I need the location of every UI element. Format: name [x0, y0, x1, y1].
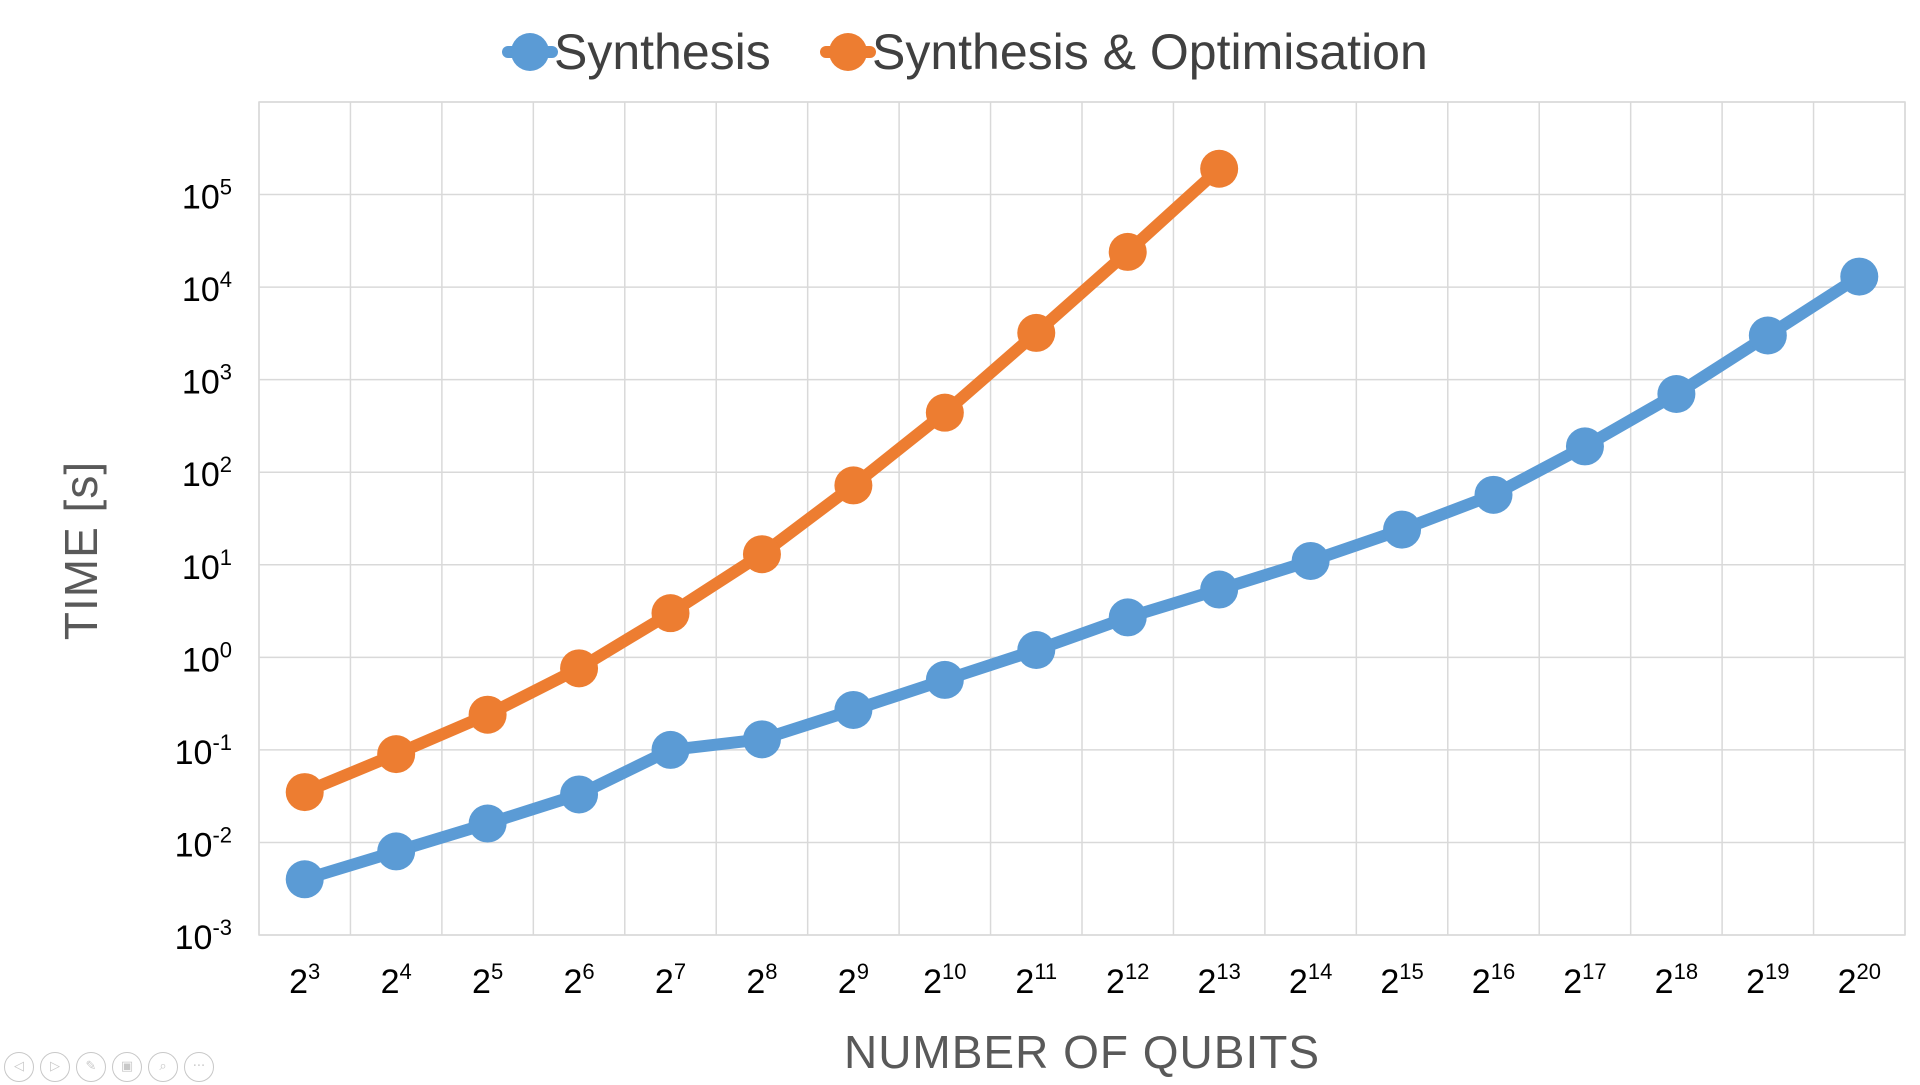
plot-area — [258, 101, 1906, 936]
data-point — [834, 466, 873, 505]
legend-label: Synthesis & Optimisation — [872, 24, 1428, 80]
data-point — [1017, 313, 1056, 352]
data-point — [1383, 510, 1422, 549]
pen-icon[interactable]: ✎ — [76, 1052, 106, 1082]
x-tick-label: 212 — [1106, 959, 1149, 1001]
x-tick-label: 219 — [1746, 959, 1789, 1001]
y-tick-label: 10-2 — [175, 822, 232, 864]
y-tick-label: 101 — [182, 545, 232, 587]
data-point — [1200, 570, 1239, 609]
y-tick-label: 104 — [182, 267, 232, 309]
data-point — [1657, 375, 1696, 414]
x-tick-label: 210 — [923, 959, 966, 1001]
data-point — [742, 720, 781, 759]
x-tick-label: 217 — [1563, 959, 1606, 1001]
series-1 — [285, 149, 1239, 812]
x-tick-label: 27 — [655, 959, 686, 1001]
x-tick-label: 26 — [563, 959, 594, 1001]
data-point — [560, 649, 599, 688]
data-point — [1108, 232, 1147, 271]
data-point — [834, 690, 873, 729]
data-point — [468, 804, 507, 843]
x-tick-label: 211 — [1015, 959, 1057, 1001]
x-tick-label: 24 — [381, 959, 412, 1001]
more-icon[interactable]: ··· — [184, 1052, 214, 1082]
data-point — [925, 660, 964, 699]
legend-label: Synthesis — [554, 24, 771, 80]
y-tick-label: 100 — [182, 637, 232, 679]
next-icon[interactable]: ▷ — [40, 1052, 70, 1082]
x-axis-title: NUMBER OF QUBITS — [844, 1026, 1320, 1078]
x-tick-label: 25 — [472, 959, 503, 1001]
data-point — [1017, 631, 1056, 670]
legend: Synthesis Synthesis & Optimisation — [502, 24, 1428, 80]
data-point — [1108, 598, 1147, 637]
data-point — [285, 773, 324, 812]
x-tick-label: 220 — [1838, 959, 1881, 1001]
y-tick-label: 102 — [182, 452, 232, 494]
x-tick-label: 218 — [1655, 959, 1698, 1001]
data-point — [1565, 427, 1604, 466]
data-point — [651, 594, 690, 633]
data-point — [285, 860, 324, 899]
y-tick-label: 10-3 — [175, 915, 232, 957]
y-tick-label: 10-1 — [175, 730, 232, 772]
data-point — [925, 393, 964, 432]
zoom-icon[interactable]: ⌕ — [148, 1052, 178, 1082]
data-point — [742, 535, 781, 574]
x-tick-label: 215 — [1380, 959, 1423, 1001]
x-tick-label: 23 — [289, 959, 320, 1001]
slideshow-toolbar: ◁ ▷ ✎ ▣ ⌕ ··· — [4, 1052, 214, 1082]
x-tick-label: 213 — [1197, 959, 1240, 1001]
x-tick-label: 28 — [746, 959, 777, 1001]
data-point — [377, 832, 416, 871]
data-point — [560, 775, 599, 814]
x-tick-label: 216 — [1472, 959, 1515, 1001]
gridlines — [258, 101, 1906, 936]
legend-marker — [511, 33, 549, 71]
y-tick-label: 103 — [182, 360, 232, 402]
data-point — [1200, 149, 1239, 188]
data-point — [1748, 316, 1787, 355]
data-point — [651, 730, 690, 769]
y-tick-label: 105 — [182, 175, 232, 217]
data-point — [1840, 257, 1879, 296]
x-tick-label: 29 — [838, 959, 869, 1001]
data-point — [468, 695, 507, 734]
previous-icon[interactable]: ◁ — [4, 1052, 34, 1082]
data-point — [1291, 541, 1330, 580]
slides-icon[interactable]: ▣ — [112, 1052, 142, 1082]
y-axis-title: TIME [s] — [55, 461, 107, 640]
legend-marker — [829, 33, 867, 71]
data-point — [1474, 475, 1513, 514]
x-tick-label: 214 — [1289, 959, 1332, 1001]
data-point — [377, 735, 416, 774]
series-0 — [285, 257, 1879, 899]
